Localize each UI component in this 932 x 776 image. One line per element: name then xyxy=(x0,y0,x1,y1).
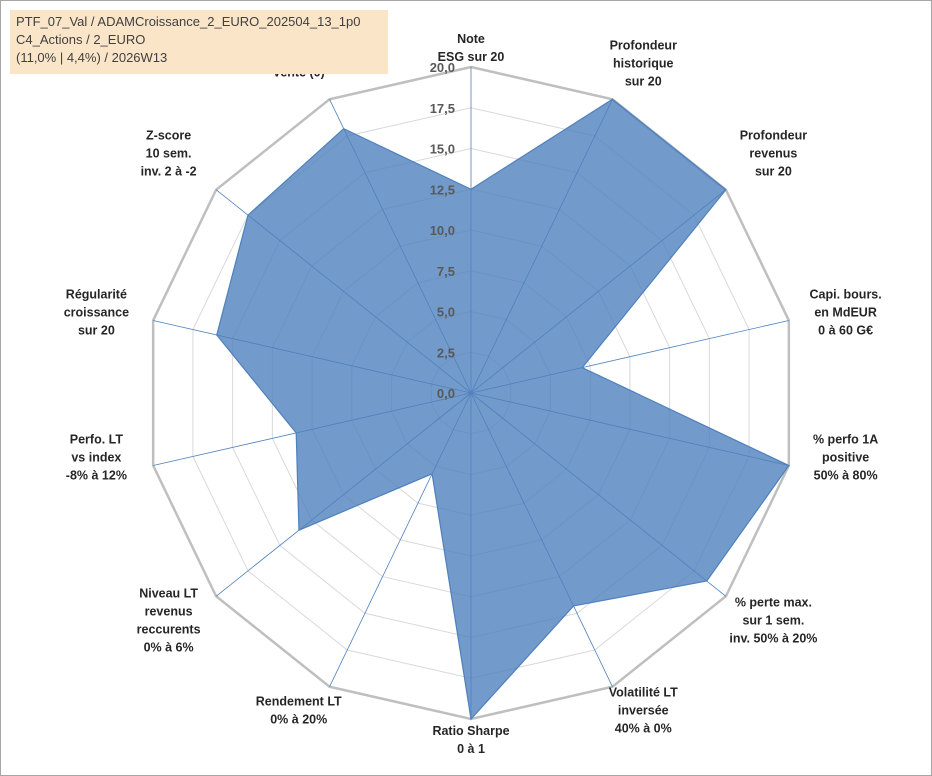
category-label: % perfo 1A positive 50% à 80% xyxy=(813,433,878,483)
category-label: Rendement LT 0% à 20% xyxy=(256,695,342,727)
tick-label: 5,0 xyxy=(437,305,455,320)
tick-label: 10,0 xyxy=(430,223,455,238)
title-line-3: (11,0% | 4,4%) / 2026W13 xyxy=(16,50,168,65)
chart-title-box: PTF_07_Val / ADAMCroissance_2_EURO_20250… xyxy=(10,10,388,74)
category-label: Note ESG sur 20 xyxy=(438,32,505,64)
category-label: Régularité croissance sur 20 xyxy=(64,287,129,337)
radar-series xyxy=(216,98,790,721)
category-label: Volatilité LT inversée 40% à 0% xyxy=(609,686,678,736)
radar-tick-labels: 0,0 2,5 5,0 7,5 10,0 12,5 15,0 17,5 20,0 xyxy=(430,60,455,401)
category-label: Profondeur revenus sur 20 xyxy=(740,129,807,179)
tick-label: 15,0 xyxy=(430,142,455,157)
tick-label: 7,5 xyxy=(437,264,455,279)
title-line-2: C4_Actions / 2_EURO xyxy=(16,32,146,47)
tick-label: 12,5 xyxy=(430,182,455,197)
tick-label: 17,5 xyxy=(430,101,455,116)
category-label: Profondeur historique sur 20 xyxy=(610,38,677,88)
tick-label: 0,0 xyxy=(437,386,455,401)
title-line-1: PTF_07_Val / ADAMCroissance_2_EURO_20250… xyxy=(16,14,361,29)
series-area xyxy=(216,98,790,721)
category-label: Ratio Sharpe 0 à 1 xyxy=(432,724,509,756)
category-label: Z-score 10 sem. inv. 2 à -2 xyxy=(141,129,197,179)
tick-label: 2,5 xyxy=(437,345,455,360)
category-label: Capi. bours. en MdEUR 0 à 60 G€ xyxy=(810,287,882,337)
tick-label: 20,0 xyxy=(430,60,455,75)
category-label: Perfo. LT vs index -8% à 12% xyxy=(66,433,127,483)
category-label: Niveau LT revenus reccurents 0% à 6% xyxy=(137,586,201,654)
category-label: % perte max. sur 1 sem. inv. 50% à 20% xyxy=(729,595,817,645)
